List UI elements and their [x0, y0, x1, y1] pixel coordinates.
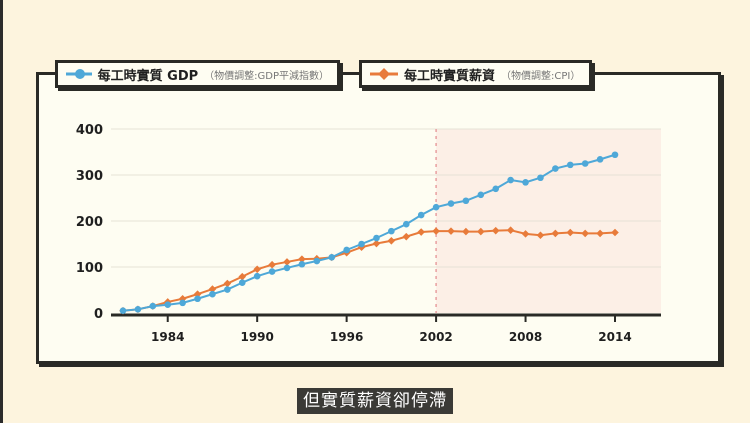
wage-point: [298, 255, 306, 263]
wage-point: [611, 228, 619, 237]
legend-gdp-note: （物價調整:GDP平減指數）: [204, 70, 329, 82]
legend-wage-note: （物價調整:CPI）: [501, 70, 581, 82]
wage-point: [268, 260, 276, 269]
gdp-point: [298, 260, 306, 268]
gdp-point: [209, 290, 216, 298]
gdp-point: [581, 160, 589, 167]
gdp-point: [358, 240, 365, 248]
gdp-point: [402, 220, 410, 228]
wage-point: [238, 272, 247, 281]
x-tick-label: 2008: [509, 330, 542, 344]
legend-wage: 每工時實質薪資 （物價調整:CPI）: [359, 60, 592, 88]
wage-point: [283, 258, 291, 266]
subtitle-caption: 但實質薪資卻停滯: [297, 388, 453, 414]
wage-point: [372, 239, 381, 248]
y-tick-label: 0: [94, 307, 103, 322]
gdp-point: [373, 234, 380, 242]
gdp-point: [164, 301, 172, 309]
wage-point: [208, 285, 217, 293]
gdp-point: [224, 286, 231, 293]
gdp-line: [122, 153, 616, 312]
gdp-point: [596, 156, 604, 163]
wage-point: [596, 229, 604, 238]
wage-point: [447, 227, 455, 235]
gdp-point: [522, 179, 529, 186]
x-tick-label: 1990: [240, 330, 273, 344]
gdp-point: [313, 257, 321, 265]
y-tick-label: 100: [76, 261, 103, 276]
gdp-point: [537, 174, 544, 182]
gdp-point: [447, 200, 455, 207]
gdp-point: [552, 165, 559, 172]
chart-frame: 0 100 200 300 400 1984 1990 1996 2002 2008 2014: [36, 72, 721, 364]
legend-gdp: 每工時實質 GDP （物價調整:GDP平減指數）: [55, 60, 340, 88]
gdp-point: [507, 176, 514, 184]
line-chart: 0 100 200 300 400 1984 1990 1996 2002 2008 2014: [76, 123, 661, 344]
y-tick-label: 200: [76, 215, 103, 230]
wage-point: [581, 229, 589, 238]
wage-point: [387, 236, 396, 245]
gdp-point: [268, 268, 276, 275]
x-tick-label: 2002: [419, 330, 452, 344]
gdp-point: [283, 264, 291, 272]
diamond-marker-icon: [370, 68, 398, 80]
gdp-point: [119, 307, 127, 315]
gdp-point: [149, 302, 157, 310]
wage-point: [193, 290, 202, 298]
gdp-point: [417, 211, 425, 219]
left-edge-bar: [0, 0, 3, 423]
legend-wage-label: 每工時實質薪資: [404, 68, 496, 84]
circle-marker-icon: [66, 69, 92, 79]
wage-line: [122, 229, 616, 312]
wage-point: [506, 226, 515, 234]
wage-point: [432, 227, 440, 235]
wage-point: [178, 294, 187, 303]
gdp-point: [566, 161, 574, 169]
y-tick-label: 300: [76, 169, 103, 184]
wage-point: [417, 228, 425, 236]
x-tick-label: 1996: [330, 330, 363, 344]
gdp-point: [343, 246, 350, 254]
gdp-point: [194, 295, 201, 303]
gdp-point: [492, 185, 500, 193]
gdp-point: [253, 272, 261, 280]
wage-point: [566, 228, 575, 237]
gdp-point: [432, 203, 440, 211]
x-tick-label: 1984: [151, 330, 184, 344]
gdp-point: [328, 254, 336, 261]
wage-point: [521, 230, 530, 238]
gdp-point: [611, 151, 619, 159]
wage-point: [551, 229, 560, 238]
wage-point: [223, 279, 232, 288]
gdp-point: [238, 279, 246, 286]
wage-point: [491, 226, 500, 235]
gdp-point: [477, 191, 485, 199]
wage-point: [477, 227, 485, 236]
gdp-point: [179, 299, 186, 307]
legend-gdp-label: 每工時實質 GDP: [97, 68, 199, 84]
wage-point: [462, 227, 470, 236]
gdp-point: [134, 306, 142, 313]
gdp-point: [388, 227, 395, 235]
gdp-point: [462, 197, 470, 205]
wage-point: [402, 232, 411, 241]
y-tick-label: 400: [76, 123, 103, 138]
wage-point: [536, 231, 545, 240]
wage-point: [253, 265, 261, 274]
x-tick-label: 2014: [598, 330, 631, 344]
